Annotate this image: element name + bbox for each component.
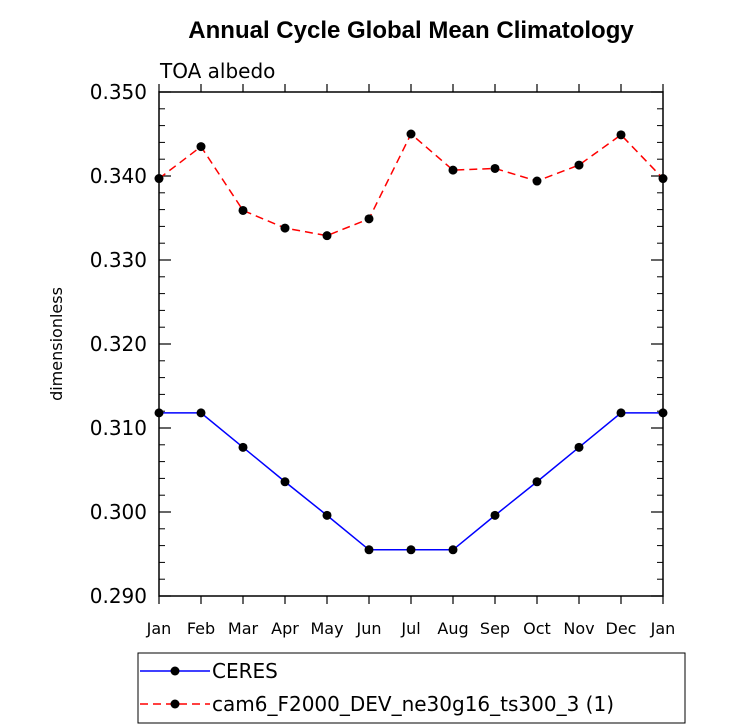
chart-subtitle: TOA albedo bbox=[159, 59, 275, 83]
legend-marker bbox=[170, 699, 180, 709]
x-tick-label: Nov bbox=[563, 619, 594, 638]
series-line bbox=[158, 132, 664, 237]
x-tick-label: Jan bbox=[146, 619, 172, 638]
series-point bbox=[406, 129, 416, 139]
series-point bbox=[616, 130, 626, 140]
series-point bbox=[238, 205, 248, 215]
series-point bbox=[490, 163, 500, 173]
x-tick-label: Mar bbox=[228, 619, 259, 638]
y-axis: 0.290 0.300 0.310 0.320 0.330 0.340 0.350 bbox=[90, 80, 663, 608]
series-point bbox=[574, 160, 584, 170]
x-tick-label: Jan bbox=[650, 619, 676, 638]
legend-label: CERES bbox=[212, 659, 278, 683]
y-tick-label: 0.290 bbox=[90, 584, 147, 608]
x-axis: Jan Feb Mar Apr May Jun Jul Aug Sep Oct Nov Dec Jan bbox=[146, 84, 676, 638]
legend-label: cam6_F2000_DEV_ne30g16_ts300_3 (1) bbox=[212, 692, 614, 716]
series-point bbox=[532, 477, 542, 487]
y-tick-label: 0.320 bbox=[90, 332, 147, 356]
x-tick-label: Jul bbox=[400, 619, 420, 638]
series-line bbox=[159, 412, 663, 551]
series-point bbox=[280, 223, 290, 233]
y-axis-label: dimensionless bbox=[47, 287, 66, 401]
y-tick-label: 0.340 bbox=[90, 164, 147, 188]
series-point bbox=[238, 442, 248, 452]
y-tick-label: 0.350 bbox=[90, 80, 147, 104]
series-point bbox=[658, 408, 668, 418]
chart-title: Annual Cycle Global Mean Climatology bbox=[188, 17, 634, 44]
series-point bbox=[406, 545, 416, 555]
x-tick-label: Feb bbox=[187, 619, 215, 638]
series-layer bbox=[154, 129, 668, 555]
series-point bbox=[574, 442, 584, 452]
y-tick-label: 0.300 bbox=[90, 500, 147, 524]
series-point bbox=[322, 231, 332, 241]
plot-frame bbox=[158, 91, 664, 597]
legend-box bbox=[137, 652, 686, 724]
legend: CERES cam6_F2000_DEV_ne30g16_ts300_3 (1) bbox=[140, 659, 614, 716]
series-point bbox=[532, 176, 542, 186]
series-point bbox=[154, 174, 164, 184]
series-point bbox=[448, 545, 458, 555]
series-point bbox=[490, 510, 500, 520]
y-tick-label: 0.330 bbox=[90, 248, 147, 272]
series-point bbox=[322, 510, 332, 520]
series-point bbox=[196, 142, 206, 152]
series-point bbox=[364, 545, 374, 555]
x-tick-label: Sep bbox=[480, 619, 510, 638]
series-point bbox=[364, 214, 374, 224]
series-point bbox=[448, 165, 458, 175]
series-point bbox=[154, 408, 164, 418]
series-point bbox=[658, 174, 668, 184]
x-tick-label: Oct bbox=[523, 619, 551, 638]
series-point bbox=[196, 408, 206, 418]
x-tick-label: May bbox=[310, 619, 343, 638]
x-tick-label: Dec bbox=[606, 619, 637, 638]
y-tick-label: 0.310 bbox=[90, 416, 147, 440]
series-point bbox=[616, 408, 626, 418]
x-tick-label: Aug bbox=[437, 619, 468, 638]
x-tick-label: Apr bbox=[271, 619, 299, 638]
x-tick-label: Jun bbox=[356, 619, 382, 638]
series-point bbox=[280, 477, 290, 487]
legend-marker bbox=[170, 666, 180, 676]
